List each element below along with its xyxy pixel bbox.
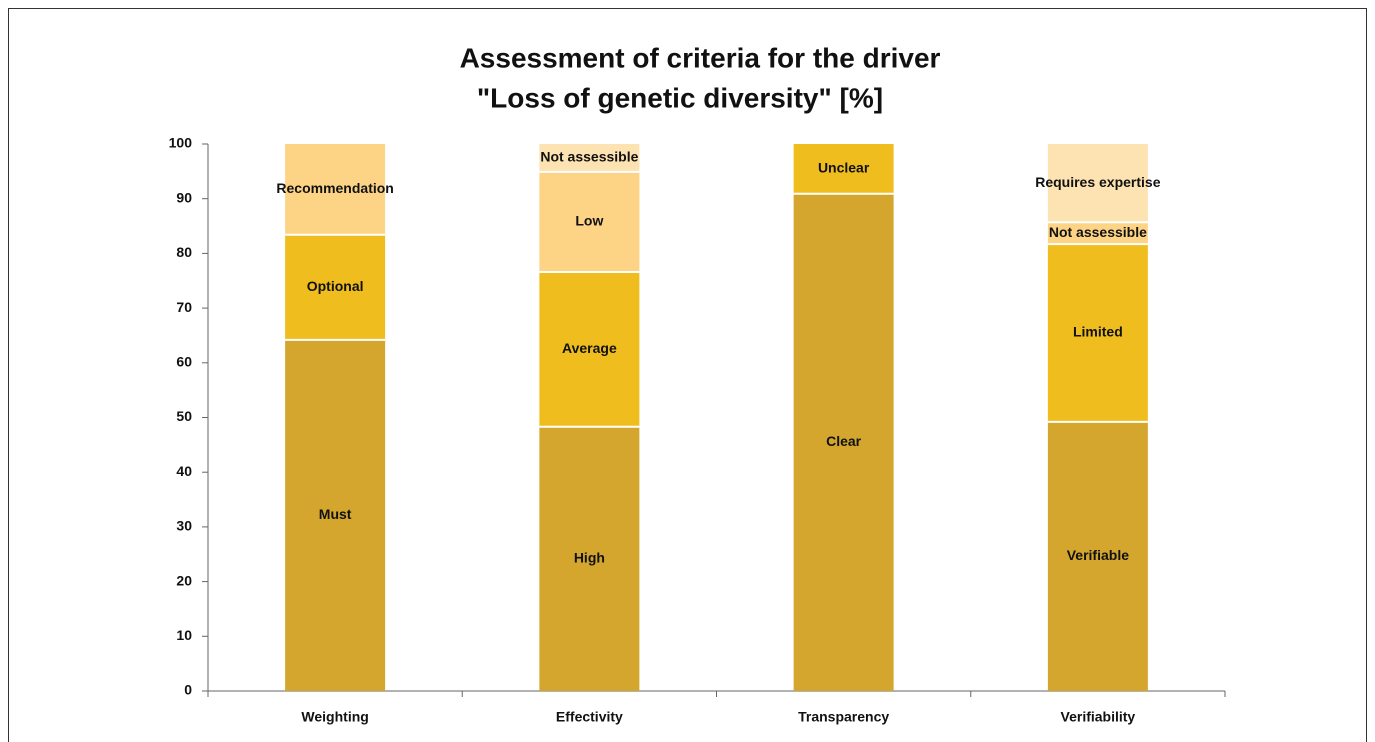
bar-segment [1047,421,1148,691]
y-tick-label: 20 [176,572,192,588]
bar-segment [1047,244,1148,422]
segment-label: Verifiable [1067,547,1129,563]
y-tick-label: 100 [169,135,193,151]
bar-segment [285,339,386,691]
segment-label: Optional [307,278,364,294]
bar-segment [539,171,640,272]
frame [8,8,1367,742]
segment-label: Recommendation [276,180,393,196]
bar-segment [539,426,640,691]
y-tick-label: 40 [176,463,192,479]
bar-segment [793,144,894,194]
chart-title: "Loss of genetic diversity" [%] [477,82,883,113]
y-tick-label: 30 [176,518,192,534]
segment-label: Unclear [818,160,870,176]
segment-label: Limited [1073,324,1123,340]
chart-title: Assessment of criteria for the driver [460,42,941,73]
bar-segment [1047,144,1148,223]
segment-label: Clear [826,433,862,449]
segment-label: High [574,550,605,566]
segment-label: Not assessible [1049,224,1147,240]
segment-label: Not assessible [540,149,638,165]
segment-label: Low [575,213,603,229]
y-tick-label: 0 [184,682,192,698]
y-tick-label: 90 [176,189,192,205]
x-tick-label: Weighting [301,709,368,725]
bar-segment [285,234,386,340]
bar-segment [539,144,640,172]
bar-segment [1047,222,1148,245]
bar-segment [285,144,386,235]
segment-label: Must [319,506,352,522]
segment-label: Average [562,340,617,356]
y-tick-label: 80 [176,244,192,260]
x-tick-label: Verifiability [1061,709,1136,725]
segment-label: Requires expertise [1035,174,1160,190]
y-tick-label: 50 [176,408,192,424]
x-tick-label: Effectivity [556,709,623,725]
y-tick-label: 70 [176,299,192,315]
bar-segment [539,271,640,427]
x-tick-label: Transparency [798,709,889,725]
bar-segment [793,193,894,692]
y-tick-label: 60 [176,354,192,370]
y-tick-label: 10 [176,627,192,643]
